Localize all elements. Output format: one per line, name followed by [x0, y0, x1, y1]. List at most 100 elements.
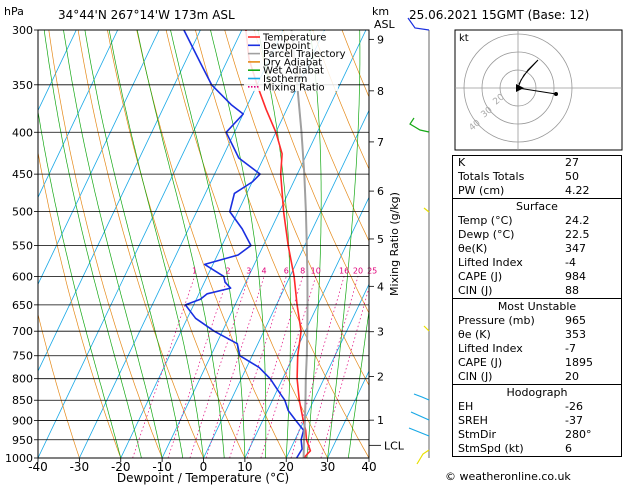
isotherm: [285, 283, 369, 458]
copyright: © weatheronline.co.uk: [445, 470, 571, 483]
mixing-ratio-label: 4: [262, 266, 267, 275]
hodo-row: EH -26: [458, 400, 583, 413]
legend-label: Isotherm: [263, 74, 307, 85]
mu-row: CAPE (J) 1895: [458, 356, 593, 369]
km-tick-label: 7: [377, 136, 384, 149]
plot-frame: [37, 29, 370, 459]
wet-adiabat: [327, 30, 361, 458]
km-tick-label: 2: [377, 370, 384, 383]
surface-box: Surface Temp (°C) 24.2 Dewp (°C) 22.5 θe(K…: [452, 199, 622, 299]
mixing-ratio-label: 10: [311, 266, 321, 275]
wind-barbs: [407, 17, 430, 465]
pressure-tick-label: 700: [12, 325, 33, 338]
mixing-ratio-label: 25: [367, 266, 377, 275]
dry-adiabat: [282, 30, 369, 242]
mixing-ratio-line: [290, 276, 345, 458]
mixing-ratio-axis-title: Mixing Ratio (g/kg): [388, 192, 401, 296]
surface-row: θe(K) 347: [458, 242, 586, 255]
isobars: [34, 29, 369, 459]
dry-adiabat: [165, 30, 328, 458]
isotherm: [38, 30, 201, 373]
temperature-tick-label: 0: [200, 460, 208, 474]
most-unstable-box: Most Unstable Pressure (mb) 965 θe (K) 353…: [452, 299, 622, 385]
indices-box: K 27 Totals Totals 50 PW (cm) 4.22: [452, 155, 622, 199]
index-row-tt: Totals Totals 50: [458, 170, 579, 183]
temperature-tick-label: 40: [361, 460, 376, 474]
mixing-ratio-label: 3: [246, 266, 251, 275]
km-tick-labels: 1 2 3 4 5 6 7 8 9: [369, 33, 384, 446]
hodograph-surface-marker: [516, 84, 524, 92]
dry-adiabat: [38, 150, 122, 458]
pressure-tick-label: 800: [12, 373, 33, 386]
wet-adiabat: [347, 308, 369, 458]
pressure-tick-label: 750: [12, 350, 33, 363]
pressure-tick-label: 350: [12, 79, 33, 92]
wet-adiabat: [38, 109, 122, 458]
mu-row: Lifted Index -7: [458, 342, 576, 355]
hodograph-storm-dot: [554, 92, 558, 96]
wind-barb-900: [410, 411, 430, 421]
legend-label: Temperature: [262, 33, 326, 44]
location-label: 34°44'N 267°14'W 173m ASL: [58, 8, 235, 22]
pressure-tick-label: 650: [12, 299, 33, 312]
temperature-tick-label: 10: [237, 460, 252, 474]
most-unstable-title: Most Unstable: [497, 300, 577, 313]
wet-adiabat: [170, 30, 246, 458]
index-row-k: K 27: [458, 156, 579, 169]
mu-row: θe (K) 353: [458, 328, 586, 341]
surface-row: CAPE (J) 984: [458, 270, 586, 283]
temperature-tick-labels: -40 -30 -20 -10 0 10 20 30 40: [28, 458, 377, 474]
mixing-ratio-lines: [132, 276, 369, 458]
mixing-ratio-line: [246, 276, 304, 458]
pressure-tick-label: 450: [12, 168, 33, 181]
mu-row: CIN (J) 20: [458, 370, 579, 383]
lcl-label: LCL: [384, 439, 405, 452]
series-parcel-trajectory: [290, 30, 309, 458]
indices-panel: K 27 Totals Totals 50 PW (cm) 4.22 Surface …: [452, 155, 622, 457]
pressure-tick-label: 950: [12, 434, 33, 447]
temperature-tick-label: -20: [111, 460, 131, 474]
hodo-row: StmDir 280°: [458, 428, 592, 441]
surface-row: Lifted Index -4: [458, 256, 576, 269]
km-tick-label: 5: [377, 233, 384, 246]
km-tick-label: 1: [377, 414, 384, 427]
km-label: km: [372, 5, 389, 18]
hodograph-table-title: Hodograph: [506, 386, 568, 399]
hodo-row: SREH -37: [458, 414, 583, 427]
temperature-tick-label: -30: [70, 460, 90, 474]
temperature-tick-label: -40: [28, 460, 48, 474]
wind-barb-300: [407, 17, 430, 31]
wind-barb-500: [423, 207, 430, 213]
asl-label: ASL: [374, 18, 396, 31]
wet-adiabat: [136, 30, 225, 458]
legend-background: [244, 31, 338, 91]
dry-adiabat: [107, 30, 246, 458]
temperature-tick-label: -10: [152, 460, 172, 474]
pressure-tick-label: 500: [12, 206, 33, 219]
isotherm: [327, 370, 369, 458]
mixing-ratio-label: 6: [284, 266, 289, 275]
temperature-tick-label: 20: [279, 460, 294, 474]
wind-barb-1000: [416, 449, 430, 465]
index-row-pw: PW (cm) 4.22: [458, 184, 590, 197]
profile-series: [183, 30, 312, 458]
wet-adiabat: [210, 30, 267, 458]
mixing-ratio-labels: 1 2 3 4 6 8 10 16 20 25: [192, 266, 377, 275]
legend-label: Wet Adiabat: [263, 66, 324, 77]
pressure-tick-label: 850: [12, 394, 33, 407]
dry-adiabat: [48, 30, 163, 458]
datetime-label: 25.06.2021 15GMT (Base: 12): [409, 8, 589, 22]
legend-label: Mixing Ratio: [263, 82, 325, 93]
wet-adiabat: [63, 30, 163, 458]
pressure-tick-label: 300: [12, 24, 33, 37]
hodograph-storm-motion: [517, 87, 557, 95]
isotherm: [38, 30, 243, 458]
hpa-label: hPa: [4, 5, 24, 18]
pressure-tick-labels: 300 350 400 450 500 550 600 650 700 750 800 850 900 9…: [5, 24, 33, 465]
km-tick-label: 6: [377, 185, 384, 198]
legend-label: Parcel Trajectory: [263, 49, 346, 60]
pressure-tick-label: 600: [12, 270, 33, 283]
wet-adiabat: [108, 30, 204, 458]
surface-row: Dewp (°C) 22.5: [458, 228, 590, 241]
